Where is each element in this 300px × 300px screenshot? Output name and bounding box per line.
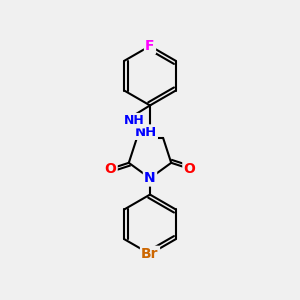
Text: F: F	[145, 39, 155, 53]
Text: N: N	[144, 171, 156, 185]
Text: Br: Br	[141, 247, 159, 261]
Text: O: O	[184, 162, 196, 176]
Text: NH: NH	[124, 114, 144, 127]
Text: O: O	[104, 162, 116, 176]
Text: NH: NH	[134, 126, 157, 139]
